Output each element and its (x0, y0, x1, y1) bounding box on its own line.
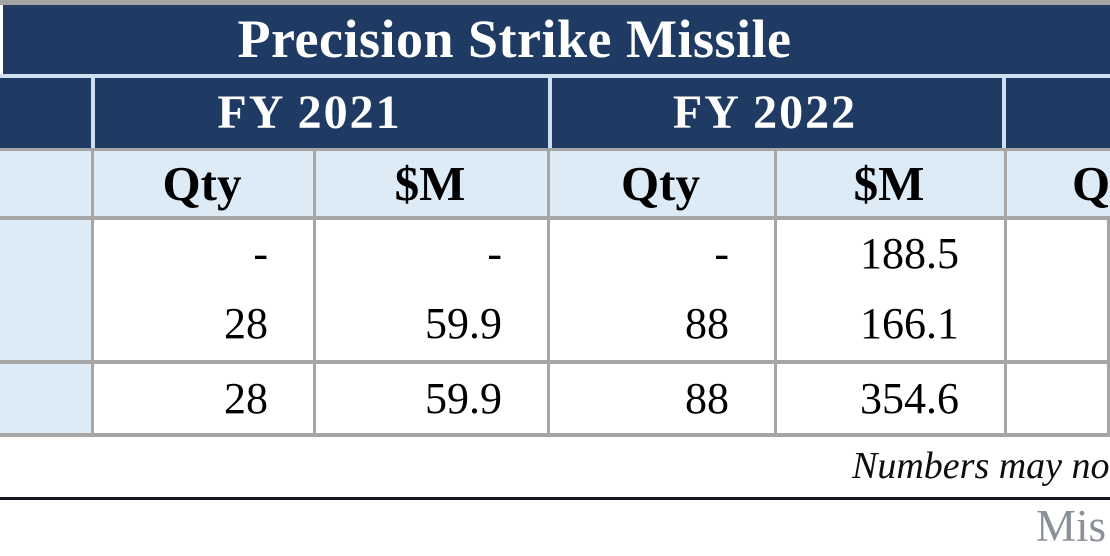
footnote-text: Numbers may no (852, 445, 1110, 487)
col-header-fy22-qty: Qty (621, 156, 700, 211)
total-fy22-dollars: 354.6 (860, 374, 959, 423)
table-row: 28 59.9 88 166.1 (0, 288, 1110, 360)
total-fy22-qty: 88 (685, 374, 729, 423)
fy-band-divider (548, 78, 552, 148)
cell-partial-empty (1004, 220, 1110, 288)
subheader-label-cell (0, 151, 91, 216)
row-label-cell (0, 288, 91, 360)
gridline-vertical (313, 151, 316, 433)
col-header-fy22-dollars: $M (853, 156, 925, 211)
table-total-row: 28 59.9 88 354.6 (0, 364, 1110, 433)
row-label-column (0, 151, 91, 433)
title-band-separator (0, 74, 1110, 78)
col-header-fy21-qty: Qty (162, 156, 242, 211)
table-row: - - - 188.5 (0, 220, 1110, 288)
table-title: Precision Strike Missile (237, 9, 792, 69)
gridline-vertical (1004, 151, 1007, 433)
cell-fy22-qty: 88 (685, 299, 729, 348)
gridline-vertical (547, 151, 550, 433)
gridline-horizontal (0, 216, 1110, 220)
cell-partial-empty (1004, 288, 1110, 360)
gridline-vertical-edge (1107, 220, 1110, 433)
gridline-vertical (774, 151, 777, 433)
row-label-cell (0, 364, 91, 433)
fy-band-divider (91, 78, 95, 148)
cell-fy21-dollars: - (487, 229, 502, 278)
total-fy21-dollars: 59.9 (425, 374, 502, 423)
table-bottom-border (0, 433, 1110, 437)
gridline-horizontal (0, 360, 1110, 364)
row-label-cell (0, 220, 91, 288)
page-divider-rule (0, 497, 1110, 500)
table-title-band: Precision Strike Missile (0, 5, 1110, 74)
cell-fy21-qty: 28 (224, 299, 268, 348)
col-header-fy21-dollars: $M (394, 156, 466, 211)
cell-fy22-dollars: 188.5 (860, 229, 959, 278)
cell-fy22-dollars: 166.1 (860, 299, 959, 348)
fiscal-year-band (0, 78, 1110, 148)
cell-partial-empty (1004, 364, 1110, 433)
subheader-row-background (0, 151, 1110, 216)
gridline-vertical (91, 151, 94, 433)
fy-band-divider (1002, 78, 1006, 148)
fy-2021-header: FY 2021 (217, 86, 402, 139)
fy-2022-header: FY 2022 (672, 86, 858, 139)
section-heading-partial: Mis (1036, 501, 1107, 551)
gridline-horizontal (0, 148, 1110, 151)
cell-fy21-qty: - (253, 229, 268, 278)
col-header-partial-qty: Qty (1072, 156, 1110, 211)
total-fy21-qty: 28 (224, 374, 268, 423)
subheader-row: Qty $M Qty $M Qty (0, 151, 1110, 216)
table-top-border (0, 0, 1110, 5)
cell-fy22-qty: - (714, 229, 729, 278)
cell-fy21-dollars: 59.9 (425, 299, 502, 348)
